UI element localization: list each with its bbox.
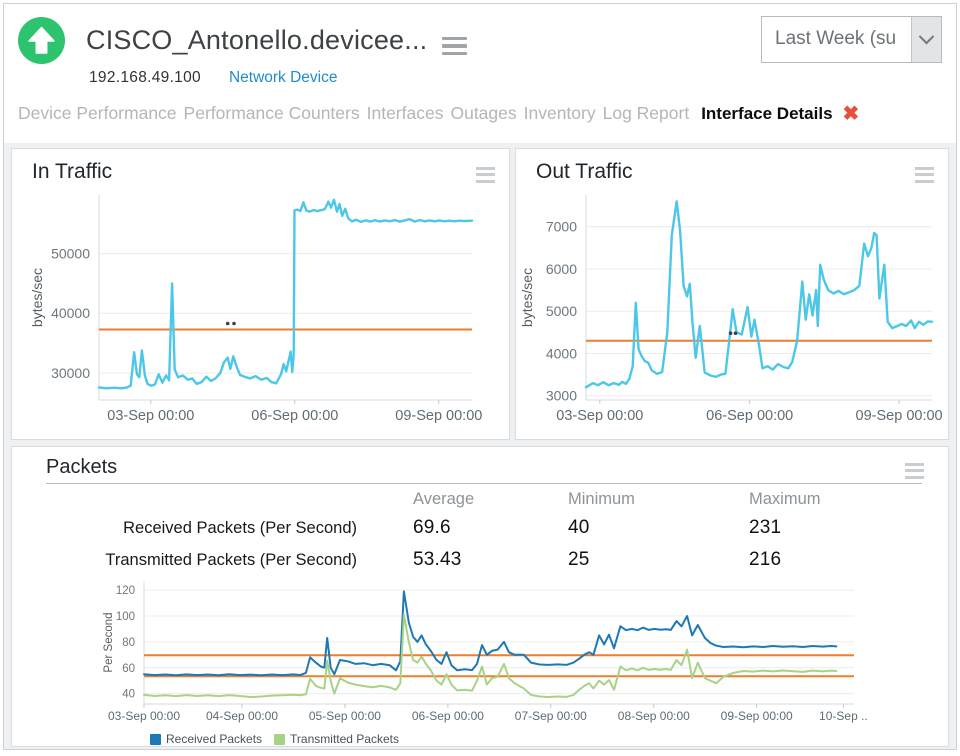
network-device-link[interactable]: Network Device: [228, 69, 338, 86]
packets-chart: 40 60 80 100 120 03-Sep 00:00 04-Sep 00:00 05-S…: [103, 581, 868, 723]
svg-text:09-Sep 00:00: 09-Sep 00:00: [721, 709, 793, 723]
svg-text:50000: 50000: [51, 246, 90, 262]
nav-tab-log-report[interactable]: Log Report: [602, 103, 690, 123]
device-status-up-icon: [18, 17, 65, 64]
svg-text:09-Sep 00:00: 09-Sep 00:00: [395, 408, 482, 424]
svg-text:07-Sep 00:00: 07-Sep 00:00: [515, 709, 587, 723]
tab-bar: Device Performance Performance Counters In…: [4, 92, 956, 124]
packets-panel: Packets Average Minimum Maximum Received Pa…: [11, 446, 949, 747]
svg-text:3000: 3000: [546, 388, 577, 404]
device-header: CISCO_Antonello.devicee... Last Week (su…: [4, 4, 956, 143]
packets-menu-icon[interactable]: [905, 460, 924, 482]
nav-tab-inventory[interactable]: Inventory: [523, 103, 596, 123]
table-value-cell: 25: [568, 549, 590, 570]
arrow-up-icon: [28, 26, 55, 54]
svg-text:04-Sep 00:00: 04-Sep 00:00: [206, 709, 278, 723]
svg-text:4000: 4000: [546, 345, 577, 361]
table-value-cell: 40: [568, 517, 590, 538]
device-ip: 192.168.49.100: [89, 69, 201, 86]
divider: [46, 483, 922, 484]
in-traffic-title: In Traffic: [32, 160, 113, 183]
table-header-cell: Maximum: [749, 490, 821, 508]
packets-title: Packets: [46, 456, 118, 478]
page-title: CISCO_Antonello.devicee...: [86, 25, 428, 55]
svg-text:40000: 40000: [51, 305, 90, 321]
legend-swatch-icon: [274, 733, 286, 745]
table-value-cell: 69.6: [413, 517, 451, 538]
table-corner-cell: [12, 487, 413, 512]
out-traffic-menu-icon[interactable]: [915, 164, 934, 186]
svg-text:100: 100: [116, 611, 135, 623]
svg-text:5000: 5000: [546, 303, 577, 319]
time-range-select[interactable]: Last Week (su: [761, 16, 942, 63]
svg-text:03-Sep 00:00: 03-Sep 00:00: [107, 408, 194, 424]
svg-text:05-Sep 00:00: 05-Sep 00:00: [309, 709, 381, 723]
nav-tab-device-performance[interactable]: Device Performance: [18, 103, 177, 123]
nav-tab-interfaces[interactable]: Interfaces: [366, 103, 444, 123]
nav-tab-interface-details[interactable]: Interface Details: [701, 103, 833, 123]
select-dropdown-button[interactable]: [911, 17, 941, 62]
legend-swatch-icon: [150, 733, 161, 745]
svg-text:09-Sep 00:00: 09-Sep 00:00: [856, 408, 943, 424]
svg-text:40: 40: [122, 689, 135, 701]
traffic-charts-row: In Traffic 30000 40000 50000 03-Sep 00:00 06…: [11, 148, 949, 440]
out-traffic-title: Out Traffic: [536, 160, 633, 183]
table-value-cell: 216: [749, 549, 782, 570]
svg-text:06-Sep 00:00: 06-Sep 00:00: [412, 709, 484, 723]
packets-stats-table: Average Minimum Maximum Received Packets (P…: [12, 484, 948, 576]
svg-text:03-Sep 00:00: 03-Sep 00:00: [556, 408, 643, 424]
svg-text:60: 60: [122, 663, 135, 675]
svg-text:80: 80: [122, 637, 135, 649]
chart-legend: Received Packets Transmitted Packets: [150, 732, 948, 746]
device-subheader: 192.168.49.100 Network Device: [4, 64, 956, 92]
nav-tab-outages[interactable]: Outages: [450, 103, 517, 123]
in-traffic-panel: In Traffic 30000 40000 50000 03-Sep 00:00 06…: [11, 148, 510, 440]
header-top-row: CISCO_Antonello.devicee... Last Week (su: [4, 4, 956, 64]
in-traffic-menu-icon[interactable]: [476, 164, 495, 186]
svg-text:7000: 7000: [546, 219, 577, 235]
svg-text:08-Sep 00:00: 08-Sep 00:00: [618, 709, 690, 723]
app-window: CISCO_Antonello.devicee... Last Week (su…: [3, 3, 957, 750]
in-traffic-chart: 30000 40000 50000 03-Sep 00:00 06-Sep 00:00 0…: [29, 195, 482, 424]
table-value-cell: 231: [749, 517, 782, 538]
svg-text:Per Second: Per Second: [103, 612, 115, 672]
out-traffic-chart: 3000 4000 5000 6000 7000 03-Sep 00:00 06-Sep 0…: [519, 195, 943, 424]
svg-text:120: 120: [116, 585, 135, 597]
svg-text:10-Sep ..: 10-Sep ..: [819, 709, 868, 723]
chevron-down-icon: [918, 28, 935, 45]
svg-text:30000: 30000: [51, 365, 90, 381]
legend-item-transmitted-packets: Transmitted Packets: [274, 732, 399, 746]
svg-text:03-Sep 00:00: 03-Sep 00:00: [108, 709, 180, 723]
svg-text:6000: 6000: [546, 261, 577, 277]
close-tab-icon[interactable]: ✖: [842, 102, 860, 125]
svg-text:bytes/sec: bytes/sec: [29, 268, 45, 327]
device-menu-icon[interactable]: [442, 33, 468, 59]
legend-item-received-packets: Received Packets: [150, 732, 262, 746]
dashboard-content: In Traffic 30000 40000 50000 03-Sep 00:00 06…: [4, 143, 956, 749]
table-value-cell: 53.43: [413, 549, 462, 570]
svg-text:06-Sep 00:00: 06-Sep 00:00: [706, 408, 793, 424]
svg-text:06-Sep 00:00: 06-Sep 00:00: [251, 408, 338, 424]
table-header-cell: Minimum: [568, 490, 635, 508]
table-header-cell: Average: [413, 490, 475, 508]
out-traffic-panel: Out Traffic 3000 4000 5000 6000 7000 03-Sep 0…: [515, 148, 949, 440]
table-row-label: Received Packets (Per Second): [123, 519, 357, 537]
nav-tab-performance-counters[interactable]: Performance Counters: [183, 103, 360, 123]
table-row-label: Transmitted Packets (Per Second): [105, 551, 357, 569]
time-range-value: Last Week (su: [775, 28, 897, 49]
svg-text:bytes/sec: bytes/sec: [519, 268, 535, 327]
